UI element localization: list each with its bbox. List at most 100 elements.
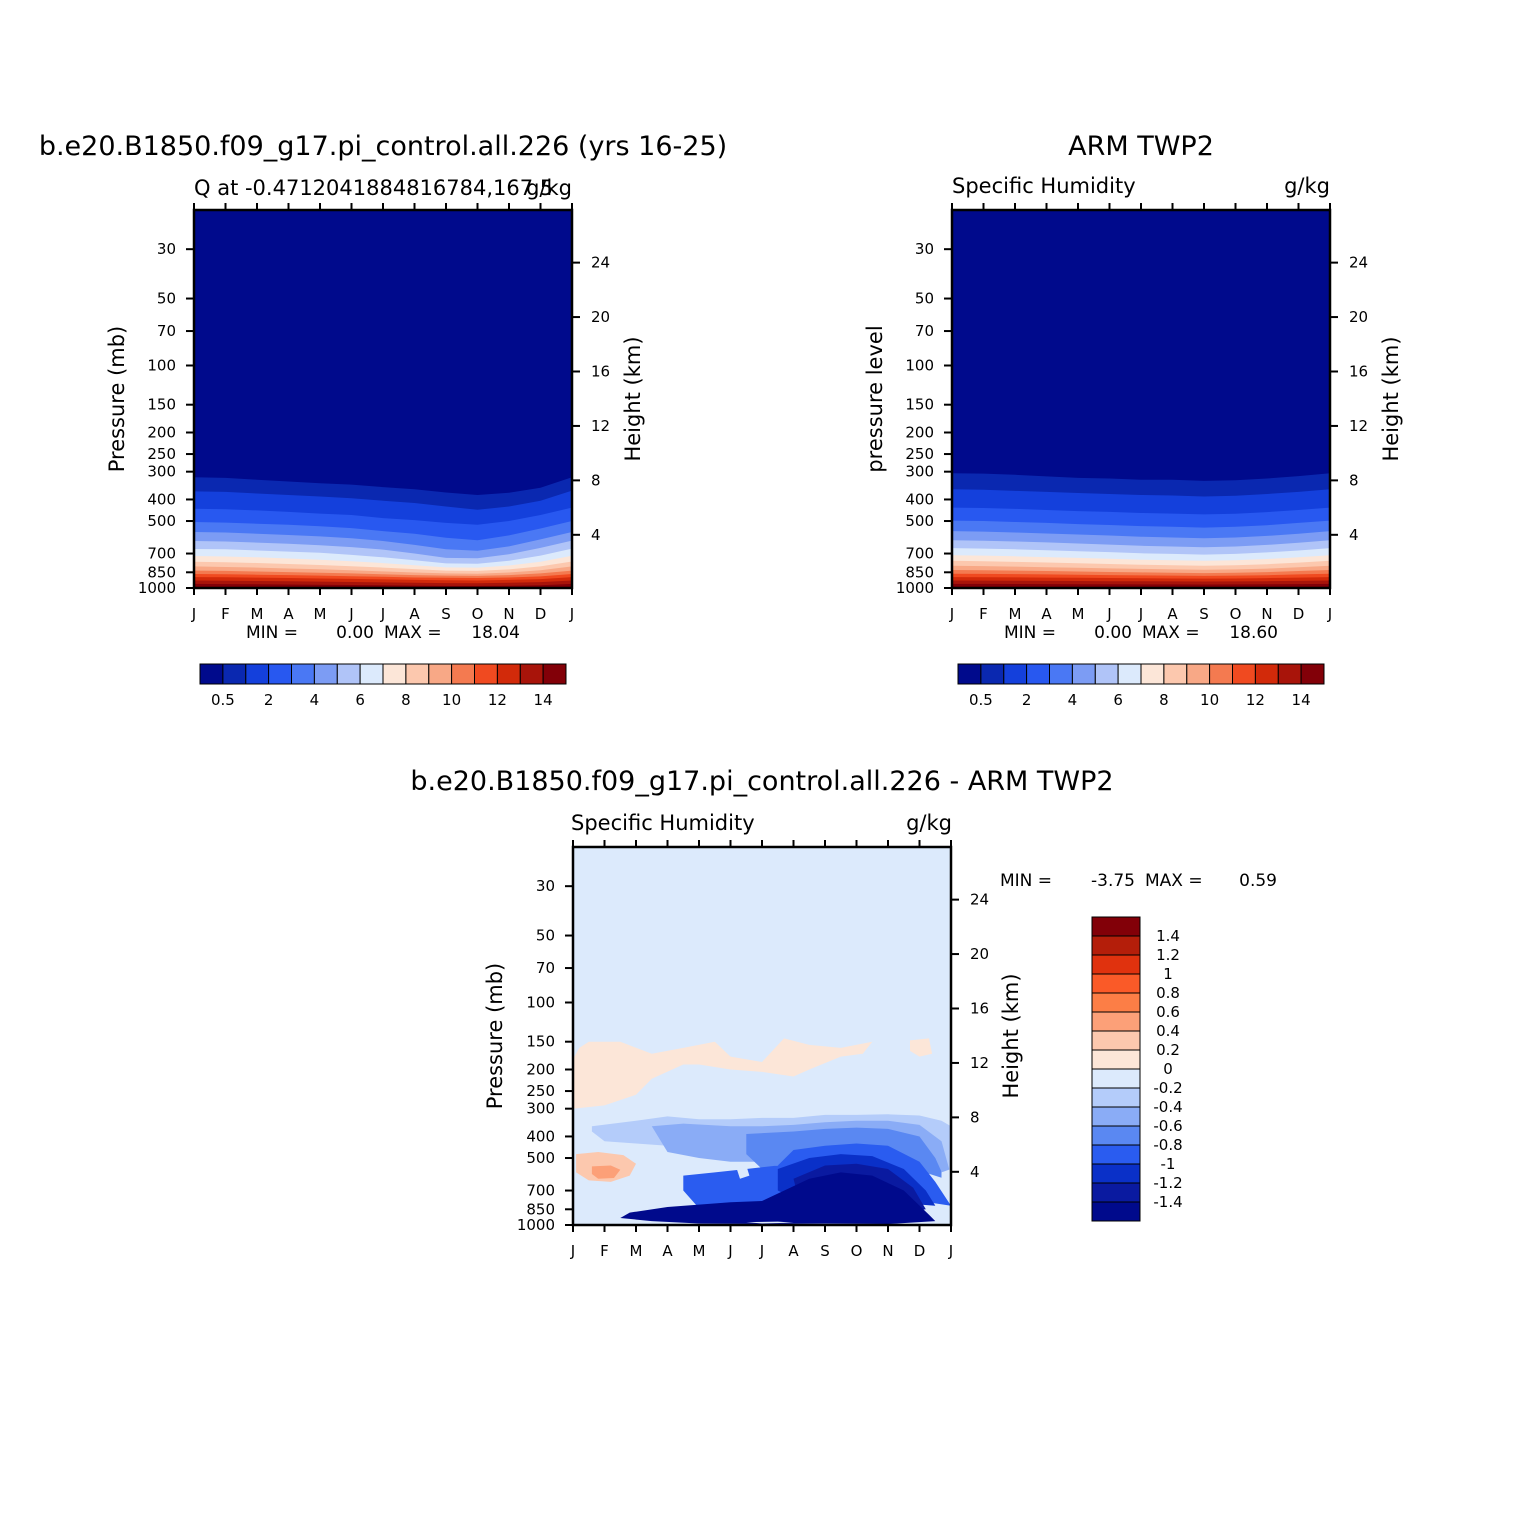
- panel-diff-colorbar: 1.41.210.80.60.40.20-0.2-0.4-0.6-0.8-1-1…: [1091, 916, 1183, 1222]
- colorbar-label: 1.2: [1156, 946, 1180, 964]
- colorbar-swatch: [1091, 1049, 1141, 1070]
- colorbar-swatch: [496, 663, 521, 685]
- colorbar-swatch: [405, 663, 430, 685]
- y-tick-label: 200: [905, 423, 934, 441]
- panel-model-title: b.e20.B1850.f09_g17.pi_control.all.226 (…: [39, 131, 727, 162]
- x-tick-label: J: [1327, 605, 1332, 623]
- x-tick-label: J: [1138, 605, 1143, 623]
- y-tick-label: 1000: [896, 579, 934, 597]
- y-tick-label: 400: [526, 1127, 555, 1145]
- colorbar-label: 6: [355, 691, 365, 709]
- contour-region: [573, 1038, 873, 1109]
- x-tick-label: N: [503, 605, 514, 623]
- y-tick-label: 70: [157, 322, 176, 340]
- y-right-tick-label: 4: [1349, 526, 1359, 544]
- colorbar-label: 14: [534, 691, 553, 709]
- y-tick-label: 300: [147, 463, 176, 481]
- colorbar-swatch: [245, 663, 270, 685]
- panel-model-min-label: MIN =: [246, 623, 298, 643]
- colorbar-swatch: [1091, 992, 1141, 1013]
- panel-model: b.e20.B1850.f09_g17.pi_control.all.226 (…: [39, 131, 727, 709]
- colorbar-swatch: [1117, 663, 1142, 685]
- colorbar-swatch: [1140, 663, 1165, 685]
- panel-obs-max-label: MAX =: [1142, 623, 1200, 643]
- colorbar-label: 0.6: [1156, 1003, 1180, 1021]
- x-tick-label: A: [283, 605, 294, 623]
- panel-diff-units: g/kg: [906, 811, 952, 835]
- colorbar-label: 4: [310, 691, 320, 709]
- colorbar-swatch: [1186, 663, 1211, 685]
- colorbar-label: 0.8: [1156, 984, 1180, 1002]
- colorbar-swatch: [1091, 1106, 1141, 1127]
- colorbar-swatch: [542, 663, 567, 685]
- x-tick-label: N: [1261, 605, 1272, 623]
- colorbar-label: 1: [1163, 965, 1173, 983]
- x-tick-label: S: [441, 605, 451, 623]
- colorbar-label: 0.2: [1156, 1041, 1180, 1059]
- panel-model-ylabel: Pressure (mb): [105, 326, 129, 473]
- y-right-tick-label: 12: [591, 417, 610, 435]
- y-tick-label: 30: [157, 240, 176, 258]
- panel-obs-ylabel: pressure level: [863, 325, 887, 472]
- contour-region: [620, 1172, 936, 1224]
- y-tick-label: 30: [536, 877, 555, 895]
- colorbar-swatch: [1091, 1182, 1141, 1203]
- panel-diff-min-label: MIN =: [1000, 871, 1052, 891]
- colorbar-swatch: [199, 663, 224, 685]
- colorbar-swatch: [1254, 663, 1279, 685]
- y-tick-label: 1000: [517, 1216, 555, 1234]
- colorbar-label: 8: [401, 691, 411, 709]
- x-tick-label: N: [882, 1242, 893, 1260]
- x-tick-label: J: [569, 605, 574, 623]
- y-tick-label: 850: [526, 1200, 555, 1218]
- x-tick-label: D: [535, 605, 547, 623]
- colorbar-label: -0.4: [1153, 1098, 1182, 1116]
- colorbar-label: 8: [1159, 691, 1169, 709]
- x-tick-label: J: [570, 1242, 575, 1260]
- y-tick-label: 500: [526, 1149, 555, 1167]
- colorbar-label: 4: [1068, 691, 1078, 709]
- colorbar-swatch: [1049, 663, 1073, 685]
- y-tick-label: 250: [147, 445, 176, 463]
- colorbar-swatch: [1091, 1068, 1141, 1089]
- colorbar-label: 1.4: [1156, 927, 1180, 945]
- panel-model-colorbar: 0.5 2 4 6 8 10 12 14: [199, 663, 567, 709]
- y-right-tick-label: 20: [1349, 308, 1368, 326]
- colorbar-label: -1.2: [1153, 1174, 1182, 1192]
- x-tick-label: M: [251, 605, 264, 623]
- colorbar-label: 2: [264, 691, 274, 709]
- panel-obs-max-value: 18.60: [1229, 623, 1278, 643]
- y-tick-label: 70: [536, 959, 555, 977]
- x-tick-label: M: [693, 1242, 706, 1260]
- x-tick-label: J: [380, 605, 385, 623]
- y-right-tick-label: 12: [970, 1054, 989, 1072]
- x-tick-label: S: [1199, 605, 1209, 623]
- y-right-tick-label: 24: [970, 891, 989, 909]
- colorbar-label: 14: [1292, 691, 1311, 709]
- y-tick-label: 150: [147, 396, 176, 414]
- colorbar-label: 2: [1022, 691, 1032, 709]
- y-right-tick-label: 24: [1349, 254, 1368, 272]
- x-tick-label: M: [1009, 605, 1022, 623]
- colorbar-swatch: [1091, 1030, 1141, 1051]
- y-right-tick-label: 12: [1349, 417, 1368, 435]
- y-tick-label: 850: [147, 563, 176, 581]
- y-right-tick-label: 16: [1349, 363, 1368, 381]
- colorbar-label: 10: [442, 691, 461, 709]
- y-tick-label: 50: [157, 290, 176, 308]
- y-tick-label: 400: [905, 490, 934, 508]
- colorbar-label: 0.5: [211, 691, 235, 709]
- panel-diff-max-label: MAX =: [1145, 871, 1203, 891]
- colorbar-swatch: [1091, 916, 1141, 937]
- colorbar-swatch: [1094, 663, 1119, 685]
- panel-obs-colorbar: 0.5 2 4 6 8 10 12 14: [957, 663, 1325, 709]
- panel-model-min-value: 0.00: [336, 623, 374, 643]
- panel-model-max-value: 18.04: [471, 623, 520, 643]
- x-tick-label: J: [348, 605, 353, 623]
- x-tick-label: J: [191, 605, 196, 623]
- y-tick-label: 500: [905, 512, 934, 530]
- y-right-tick-label: 8: [591, 471, 601, 489]
